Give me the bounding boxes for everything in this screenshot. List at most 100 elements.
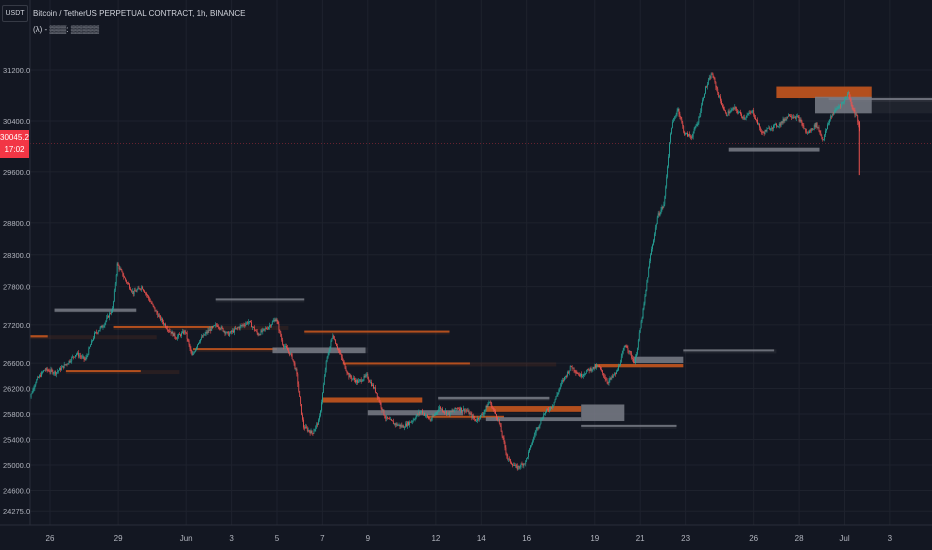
candle-down: [581, 373, 582, 377]
candle-down: [243, 324, 245, 326]
candle-down: [149, 300, 151, 302]
candle-down: [169, 331, 171, 333]
y-tick-label: 25400.0: [3, 436, 30, 445]
candle-down: [162, 318, 163, 322]
candle-down: [776, 123, 777, 127]
candle-up: [76, 353, 77, 356]
bullish-order-block: [728, 147, 820, 152]
candle-down: [714, 78, 716, 83]
candle-up: [242, 324, 244, 326]
candle-up: [624, 345, 626, 348]
candle-down: [147, 295, 149, 299]
candle-down: [126, 280, 128, 283]
candle-down: [356, 380, 358, 383]
candle-up: [220, 326, 222, 329]
candle-up: [436, 412, 438, 414]
candle-up: [209, 329, 211, 331]
candle-up: [648, 267, 650, 278]
candle-up: [705, 86, 706, 94]
candle-up: [774, 124, 775, 126]
candle-down: [444, 411, 445, 413]
candle-up: [202, 334, 204, 338]
candle-up: [702, 99, 704, 105]
candle-up: [560, 384, 562, 388]
candle-up: [234, 328, 235, 333]
candle-up: [258, 334, 260, 336]
candle-up: [358, 379, 360, 381]
candle-up: [398, 424, 400, 426]
candle-down: [306, 427, 308, 431]
zone-extension: [27, 335, 157, 340]
candle-down: [587, 369, 589, 370]
indicator-legend[interactable]: (λ) - ▒▒▒: ▒▒▒▒▒: [33, 25, 100, 34]
candle-down: [785, 119, 787, 121]
candle-down: [760, 131, 762, 133]
candle-up: [523, 463, 525, 466]
chart-title: Bitcoin / TetherUS PERPETUAL CONTRACT, 1…: [33, 9, 246, 18]
currency-selector[interactable]: USDT: [2, 5, 28, 22]
candle-up: [514, 465, 516, 466]
candle-down: [575, 371, 577, 373]
candle-up: [230, 331, 232, 334]
candle-down: [537, 427, 539, 429]
last-price-label: 30045.2 17:02: [0, 130, 29, 158]
candle-up: [589, 368, 591, 371]
candle-up: [751, 111, 753, 113]
candle-down: [301, 404, 302, 415]
candle-down: [228, 332, 230, 336]
candle-down: [601, 370, 603, 374]
candle-down: [151, 303, 153, 305]
candle-down: [566, 376, 567, 377]
candle-down: [130, 290, 132, 292]
candle-up: [792, 116, 793, 118]
candle-up: [197, 344, 198, 348]
candle-up: [472, 415, 474, 418]
candle-up: [95, 332, 96, 333]
candle-up: [670, 133, 671, 143]
candle-up: [561, 382, 563, 385]
y-tick-label: 28300.0: [3, 251, 30, 260]
candle-up: [454, 407, 456, 411]
candle-up: [199, 341, 200, 343]
y-tick-label: 24600.0: [3, 486, 30, 495]
candle-up: [558, 390, 560, 394]
candle-down: [234, 328, 236, 330]
candle-down: [822, 137, 824, 141]
candle-down: [521, 463, 523, 465]
candle-up: [543, 414, 545, 419]
candle-up: [93, 338, 94, 341]
candle-up: [649, 260, 651, 268]
candle-down: [350, 374, 352, 378]
candle-up: [613, 374, 615, 377]
candle-down: [64, 364, 66, 366]
candle-up: [438, 408, 440, 412]
candle-up: [837, 106, 839, 109]
candle-up: [642, 308, 644, 318]
candle-up: [586, 369, 588, 372]
bullish-order-block: [367, 410, 464, 416]
candle-down: [156, 310, 158, 314]
candle-down: [391, 419, 392, 421]
candle-up: [43, 369, 45, 371]
candle-up: [552, 405, 554, 407]
candle-down: [548, 409, 549, 411]
candle-up: [766, 128, 768, 132]
x-tick-label: 7: [320, 534, 325, 543]
candle-down: [84, 359, 86, 360]
candle-up: [235, 327, 237, 329]
candle-up: [225, 332, 227, 334]
candle-up: [616, 371, 617, 375]
candle-up: [60, 367, 62, 371]
candle-down: [383, 409, 385, 416]
candle-down: [62, 365, 64, 369]
candle-down: [297, 374, 299, 385]
candle-up: [386, 416, 388, 419]
candle-down: [253, 327, 255, 331]
candle-down: [684, 131, 686, 135]
candle-down: [77, 352, 79, 357]
candle-down: [515, 465, 517, 466]
bullish-order-block: [215, 298, 305, 301]
candle-up: [205, 332, 207, 334]
candle-down: [811, 128, 813, 130]
